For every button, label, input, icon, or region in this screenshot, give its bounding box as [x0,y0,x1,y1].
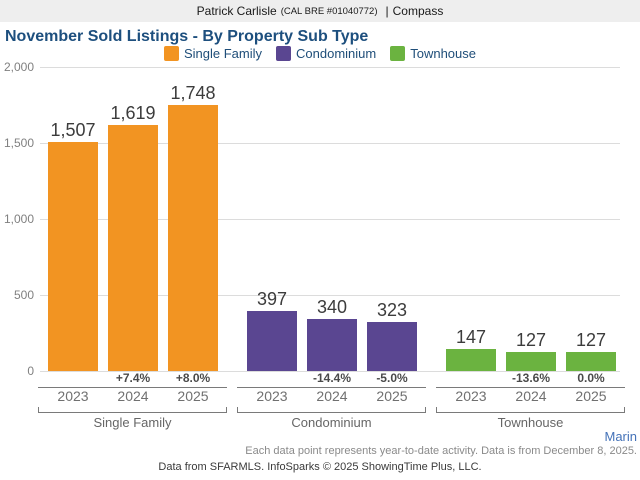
header-separator: | [385,4,389,18]
year-label: 2024 [515,388,547,404]
year-label: 2025 [177,388,209,404]
condominium-swatch-icon [276,46,292,61]
bar-slot: 127 [506,67,556,371]
group-bracket [38,407,227,413]
legend: Single Family Condominium Townhouse [0,46,640,61]
ytick-label: 1,000 [3,212,34,226]
ytick-label: 1,500 [3,136,34,150]
year-label: 2023 [455,388,487,404]
bar-townhouse-2023[interactable] [446,349,496,371]
group-bracket [436,407,625,413]
legend-label: Townhouse [410,46,476,61]
pct-change-label: -14.4% [312,371,352,385]
year-label: 2023 [256,388,288,404]
xaxis-group-townhouse: -13.6% 0.0% 2023 2024 2025 Townhouse [436,371,625,430]
pct-row: -13.6% 0.0% [436,371,625,387]
agent-license: (CAL BRE #01040772) [280,5,378,17]
year-label: 2024 [117,388,149,404]
bar-condominium-2024[interactable] [307,319,357,371]
region-label: Marin [604,429,637,444]
bar-value-label: 147 [455,327,487,347]
agent-name: Patrick Carlisle [196,4,277,18]
bar-slot: 397 [247,67,297,371]
xaxis-group-condominium: -14.4% -5.0% 2023 2024 2025 Condominium [237,371,426,430]
legend-item-single-family: Single Family [163,46,263,61]
pct-change-label: -13.6% [511,371,551,385]
year-row: 2023 2024 2025 [38,388,227,404]
bar-slot: 1,748 [168,67,218,371]
credits-line: Data from SFARMLS. InfoSparks © 2025 Sho… [158,461,482,473]
ytick-label: 0 [27,364,34,378]
group-label: Condominium [291,415,372,430]
header-bar: Patrick Carlisle (CAL BRE #01040772) | C… [0,0,640,22]
bar-condominium-2025[interactable] [367,322,417,371]
gridline [40,371,620,372]
single-family-swatch-icon [163,46,179,61]
group-label: Townhouse [497,415,564,430]
group-divider [38,387,227,388]
pct-row: -14.4% -5.0% [237,371,426,387]
ytick-label: 500 [13,288,34,302]
pct-change-label: -5.0% [376,371,408,385]
bar-townhouse-2024[interactable] [506,352,556,371]
bar-townhouse-2025[interactable] [566,352,616,371]
bar-single-family-2024[interactable] [108,125,158,371]
bar-value-label: 1,507 [50,120,96,140]
bar-value-label: 1,748 [170,83,216,103]
bar-value-label: 397 [256,289,288,309]
bar-slot: 147 [446,67,496,371]
bar-slot: 1,507 [48,67,98,371]
year-label: 2025 [575,388,607,404]
bar-single-family-2023[interactable] [48,142,98,371]
legend-item-condominium: Condominium [276,46,376,61]
gridline [40,67,620,68]
brokerage-name: Compass [392,4,444,18]
gridline [40,219,620,220]
footnote: Each data point represents year-to-date … [245,445,637,457]
group-label: Single Family [93,415,172,430]
legend-label: Condominium [296,46,377,61]
year-label: 2025 [376,388,408,404]
bar-value-label: 323 [376,300,408,320]
pct-row: +7.4% +8.0% [38,371,227,387]
bar-condominium-2023[interactable] [247,311,297,371]
chart-title: November Sold Listings - By Property Sub… [5,28,369,45]
legend-label: Single Family [183,46,263,61]
pct-change-label: +7.4% [115,371,151,385]
gridline [40,143,620,144]
pct-change-label: 0.0% [577,371,605,385]
bar-slot: 323 [367,67,417,371]
group-divider [436,387,625,388]
year-row: 2023 2024 2025 [436,388,625,404]
bar-slot: 1,619 [108,67,158,371]
ytick-label: 2,000 [3,60,34,74]
bar-slot: 340 [307,67,357,371]
bar-single-family-2025[interactable] [168,105,218,371]
pct-change-label: +8.0% [175,371,211,385]
bar-value-label: 127 [515,330,547,350]
townhouse-swatch-icon [390,46,406,61]
year-label: 2023 [57,388,89,404]
bar-slot: 127 [566,67,616,371]
xaxis-group-single-family: +7.4% +8.0% 2023 2024 2025 Single Family [38,371,227,430]
bar-value-label: 1,619 [110,103,156,123]
gridline [40,295,620,296]
bar-value-label: 127 [575,330,607,350]
group-divider [237,387,426,388]
group-bracket [237,407,426,413]
year-row: 2023 2024 2025 [237,388,426,404]
year-label: 2024 [316,388,348,404]
bar-value-label: 340 [316,297,348,317]
legend-item-townhouse: Townhouse [390,46,476,61]
